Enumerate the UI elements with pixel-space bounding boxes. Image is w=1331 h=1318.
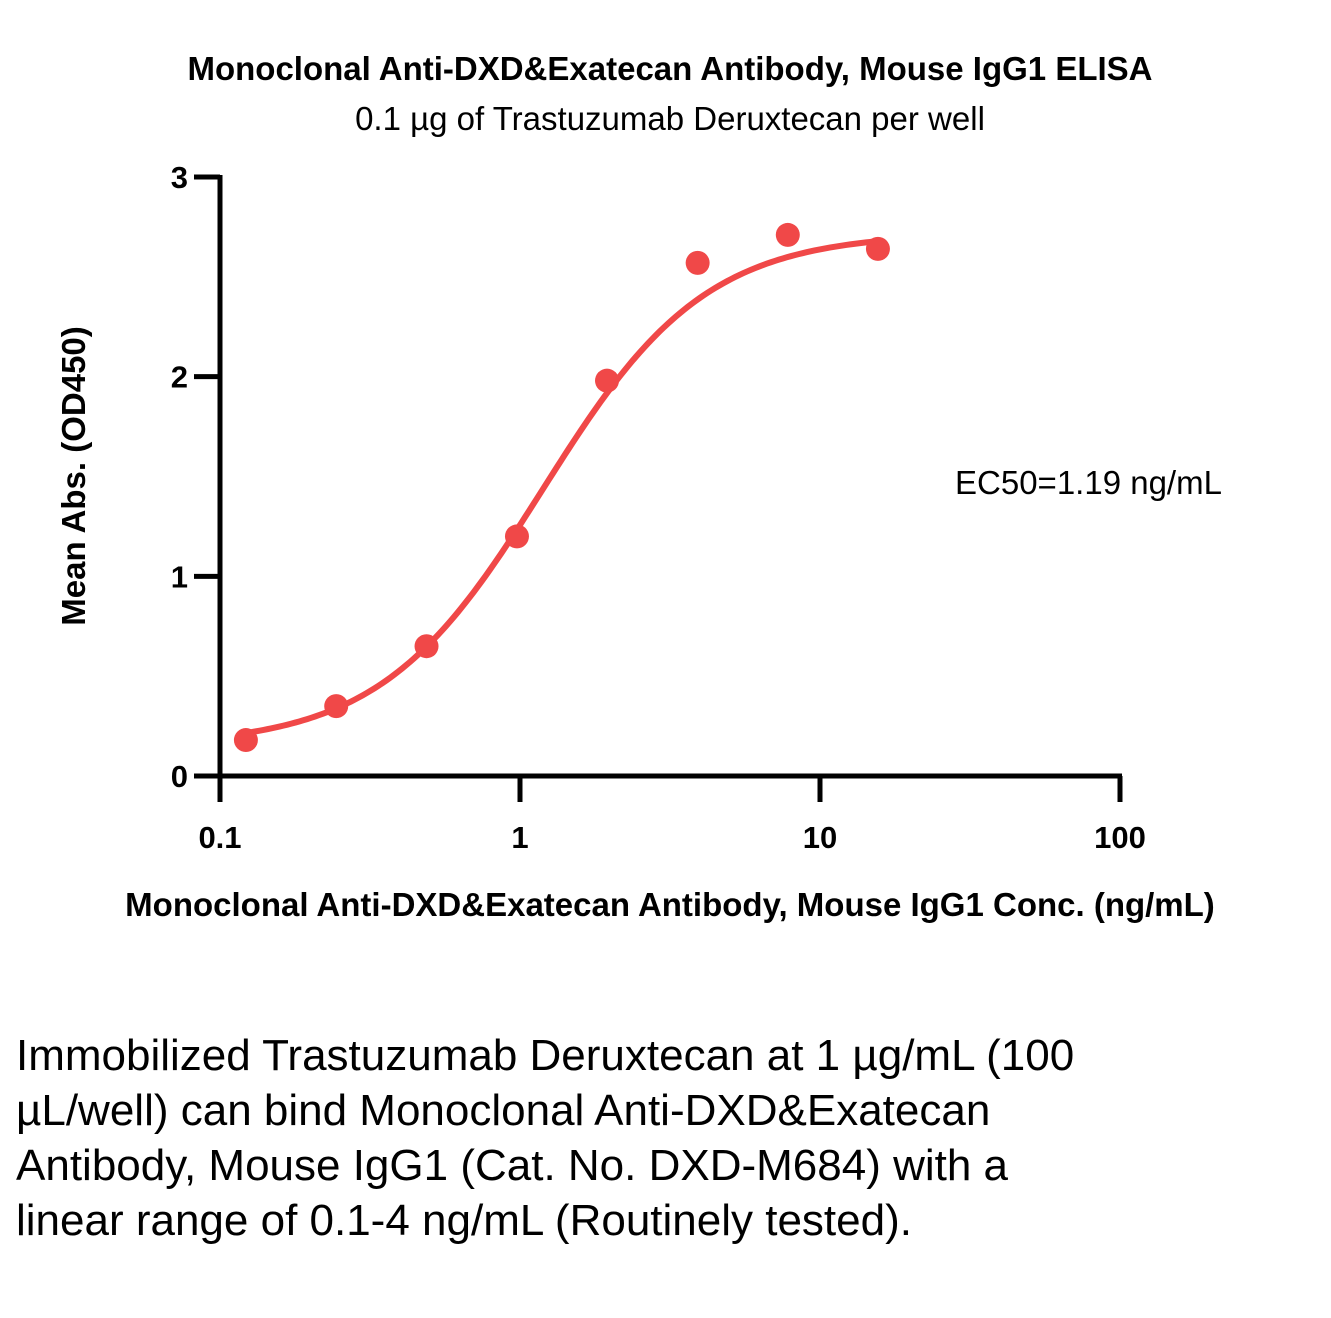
data-point xyxy=(414,634,439,659)
y-tick-label: 0 xyxy=(171,759,188,794)
data-points-layer xyxy=(233,222,890,753)
elisa-chart: Monoclonal Anti-DXD&Exatecan Antibody, M… xyxy=(55,50,1222,923)
data-point xyxy=(324,694,349,719)
data-point xyxy=(504,524,529,549)
data-point xyxy=(775,222,800,247)
y-axis-title: Mean Abs. (OD450) xyxy=(55,326,92,626)
y-tick-label: 2 xyxy=(171,360,188,395)
data-point xyxy=(865,236,890,261)
chart-title: Monoclonal Anti-DXD&Exatecan Antibody, M… xyxy=(187,50,1152,87)
chart-subtitle: 0.1 µg of Trastuzumab Deruxtecan per wel… xyxy=(355,100,985,137)
data-point xyxy=(233,728,258,753)
y-tick-label: 1 xyxy=(171,559,188,594)
x-tick-label: 100 xyxy=(1094,820,1146,855)
fit-curve-layer xyxy=(240,238,881,737)
y-tick-label: 3 xyxy=(171,160,188,195)
fit-curve xyxy=(240,238,881,737)
x-tick-label: 0.1 xyxy=(198,820,241,855)
axes: 0 1 2 3 0.1 1 10 100 xyxy=(171,160,1146,855)
figure-caption: Immobilized Trastuzumab Deruxtecan at 1 … xyxy=(16,1031,1075,1245)
data-point xyxy=(685,250,710,275)
x-axis-title: Monoclonal Anti-DXD&Exatecan Antibody, M… xyxy=(125,886,1215,923)
ec50-annotation: EC50=1.19 ng/mL xyxy=(955,464,1222,501)
x-tick-label: 10 xyxy=(803,820,837,855)
data-point xyxy=(595,368,620,393)
x-tick-label: 1 xyxy=(511,820,528,855)
